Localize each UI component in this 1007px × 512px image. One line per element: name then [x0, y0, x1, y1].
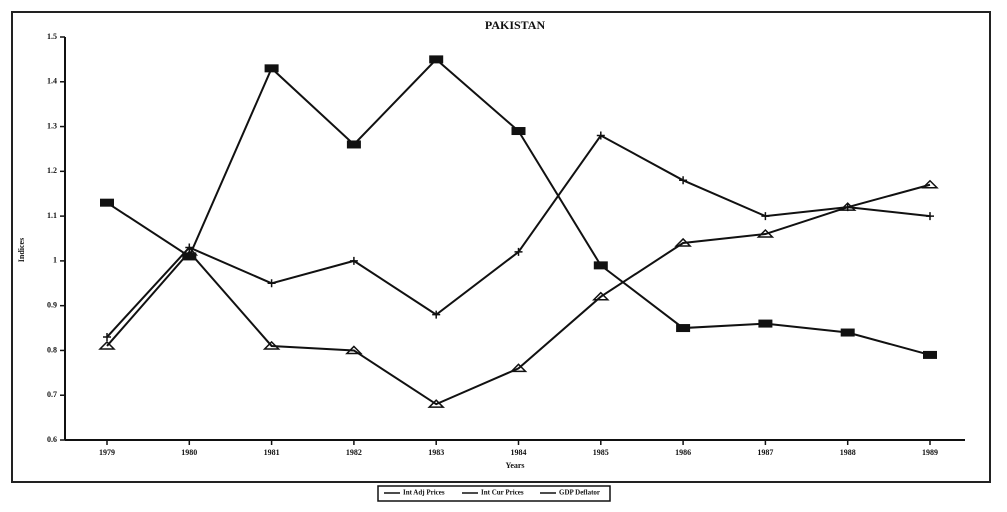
point	[923, 350, 937, 359]
y-tick-label: 1.1	[47, 211, 57, 220]
point	[756, 228, 775, 238]
series-line	[106, 183, 931, 406]
x-tick-label: 1984	[511, 448, 527, 457]
y-tick-label: 1.2	[47, 166, 57, 175]
x-tick-label: 1980	[181, 448, 197, 457]
point	[262, 340, 281, 350]
point	[103, 333, 111, 342]
point	[593, 261, 608, 270]
point	[921, 179, 939, 189]
x-tick-label: 1986	[675, 448, 691, 457]
series-line	[106, 58, 931, 356]
point	[346, 140, 361, 149]
point	[264, 64, 279, 73]
point	[591, 291, 610, 301]
x-tick-label: 1982	[346, 448, 362, 457]
x-tick-label: 1988	[840, 448, 856, 457]
point	[427, 399, 446, 408]
point	[511, 127, 526, 136]
frame	[11, 11, 991, 483]
y-tick-label: 1	[53, 256, 57, 265]
x-tick-label: 1979	[99, 448, 115, 457]
point	[596, 131, 605, 140]
point	[674, 237, 692, 247]
x-tick-label: 1983	[428, 448, 444, 457]
series-line	[106, 134, 931, 338]
legend-label: Int Adj Prices	[403, 489, 445, 497]
point	[679, 176, 688, 185]
y-tick-label: 0.8	[47, 345, 57, 354]
point	[676, 324, 691, 333]
x-tick-label: 1989	[922, 448, 938, 457]
legend-label: Int Cur Prices	[481, 489, 524, 497]
y-tick-label: 0.7	[47, 390, 57, 399]
chart-title: PAKISTAN	[485, 18, 546, 32]
point	[349, 256, 358, 265]
point	[926, 212, 934, 221]
legend-label: GDP Deflator	[559, 489, 600, 497]
x-tick-label: 1987	[757, 448, 773, 457]
y-tick-label: 1.3	[47, 121, 57, 130]
point	[838, 202, 857, 211]
legend	[377, 485, 611, 502]
point	[432, 310, 441, 319]
y-tick-label: 0.9	[47, 300, 57, 309]
point	[98, 340, 116, 350]
point	[514, 247, 523, 256]
point	[345, 345, 363, 355]
point	[182, 252, 197, 261]
x-axis-label: Years	[505, 461, 524, 470]
point	[509, 363, 528, 373]
point	[761, 212, 770, 221]
point	[758, 319, 773, 328]
point	[840, 328, 855, 337]
point	[429, 55, 444, 64]
point	[100, 198, 114, 207]
y-tick-label: 1.5	[47, 32, 57, 41]
y-axis-label: Indices	[17, 238, 26, 262]
x-tick-label: 1985	[593, 448, 609, 457]
x-tick-label: 1981	[264, 448, 280, 457]
y-tick-label: 0.6	[47, 435, 57, 444]
y-tick-label: 1.4	[47, 77, 57, 86]
point	[267, 279, 276, 288]
